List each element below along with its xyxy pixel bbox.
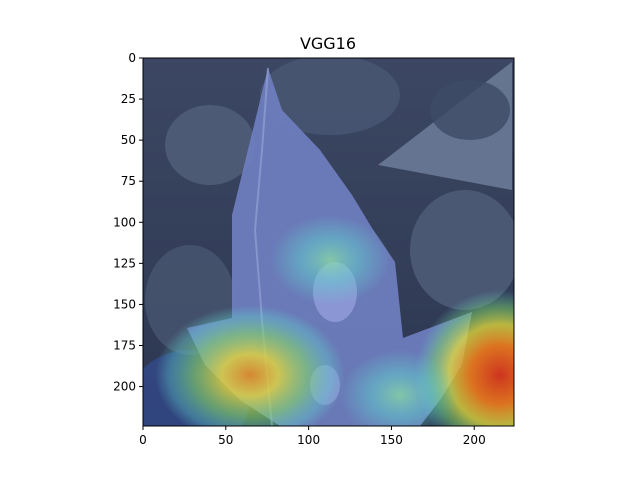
y-tick-label: 100	[113, 215, 136, 229]
y-tick-label: 50	[121, 133, 136, 147]
y-axis: 0 25 50 75 100 125 150 175 200	[113, 51, 143, 394]
y-tick-label: 200	[113, 380, 136, 394]
chart-title: VGG16	[300, 34, 356, 53]
x-tick-label: 0	[139, 433, 147, 447]
y-tick-label: 0	[128, 51, 136, 65]
x-tick-label: 150	[380, 433, 403, 447]
y-tick-label: 25	[121, 92, 136, 106]
plot-frame	[142, 57, 515, 427]
y-tick-label: 125	[113, 256, 136, 270]
heatmap-image	[143, 58, 514, 426]
x-tick-label: 200	[463, 433, 486, 447]
y-tick-label: 75	[121, 174, 136, 188]
y-tick-label: 150	[113, 297, 136, 311]
x-tick-label: 100	[297, 433, 320, 447]
x-axis: 0 50 100 150 200	[139, 426, 486, 447]
y-tick-label: 175	[113, 339, 136, 353]
x-tick-label: 50	[218, 433, 233, 447]
